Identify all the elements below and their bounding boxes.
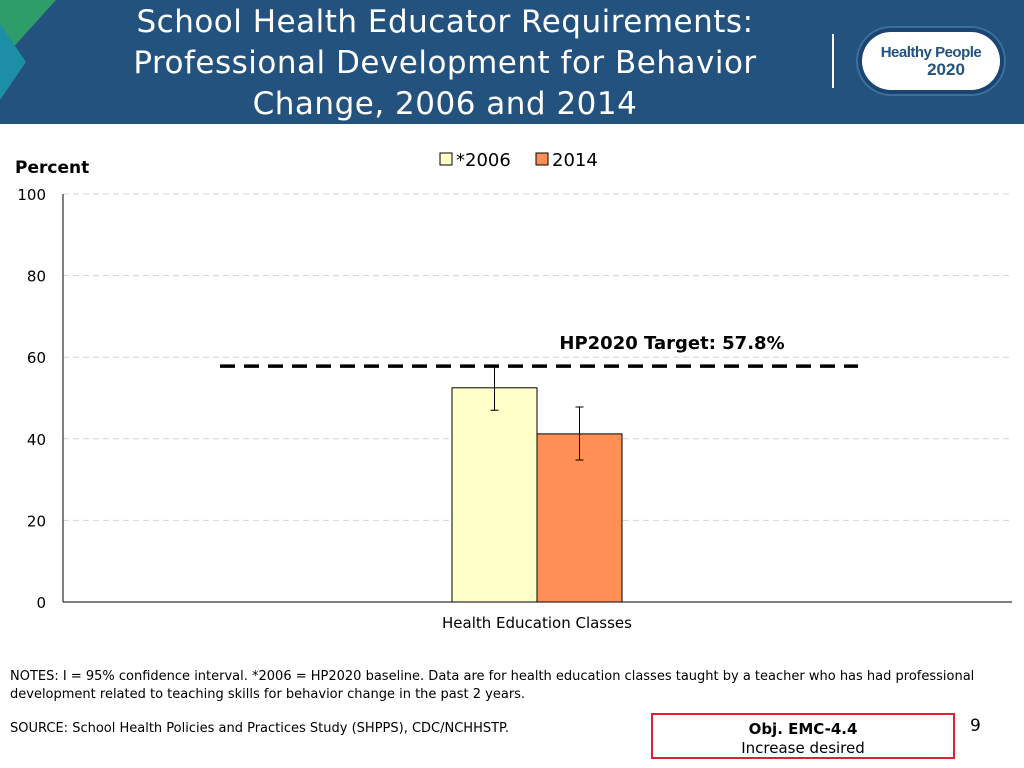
header-divider xyxy=(832,34,834,88)
objective-box: Obj. EMC-4.4 Increase desired xyxy=(651,713,955,759)
legend-label-2014: 2014 xyxy=(552,150,598,171)
bar-2006 xyxy=(451,387,538,603)
legend-label-2006: *2006 xyxy=(456,150,511,171)
page-number: 9 xyxy=(970,716,981,736)
target-label: HP2020 Target: 57.8% xyxy=(559,333,784,354)
y-tick-label: 100 xyxy=(17,186,46,204)
logo-text-line1: Healthy People xyxy=(880,43,982,61)
objective-code: Obj. EMC-4.4 xyxy=(748,720,858,738)
slide-header: School Health Educator Requirements: Pro… xyxy=(0,0,1024,124)
bar-chart: 0 20 40 60 80 100 Percent Health Education Clas… xyxy=(15,150,1012,632)
healthy-people-logo: Healthy People 2020 xyxy=(856,26,1006,96)
y-tick-label: 40 xyxy=(27,431,46,449)
y-tick-label: 20 xyxy=(27,512,46,530)
header-accent-shape-2 xyxy=(0,24,26,100)
x-category-label: Health Education Classes xyxy=(442,614,632,632)
y-tick-label: 60 xyxy=(27,349,46,367)
objective-description: Increase desired xyxy=(741,739,865,757)
y-tick-label: 80 xyxy=(27,268,46,286)
legend-swatch-2006 xyxy=(439,152,453,166)
y-axis-label: Percent xyxy=(15,158,89,178)
legend-swatch-2014 xyxy=(535,152,549,166)
chart-source: SOURCE: School Health Policies and Pract… xyxy=(10,721,510,736)
logo-text-line2: 2020 xyxy=(927,59,965,79)
y-tick-label: 0 xyxy=(36,594,46,612)
slide-title: School Health Educator Requirements: Pro… xyxy=(133,4,757,122)
chart-notes: NOTES: I = 95% confidence interval. *200… xyxy=(10,669,975,702)
bar-2014 xyxy=(536,433,623,603)
